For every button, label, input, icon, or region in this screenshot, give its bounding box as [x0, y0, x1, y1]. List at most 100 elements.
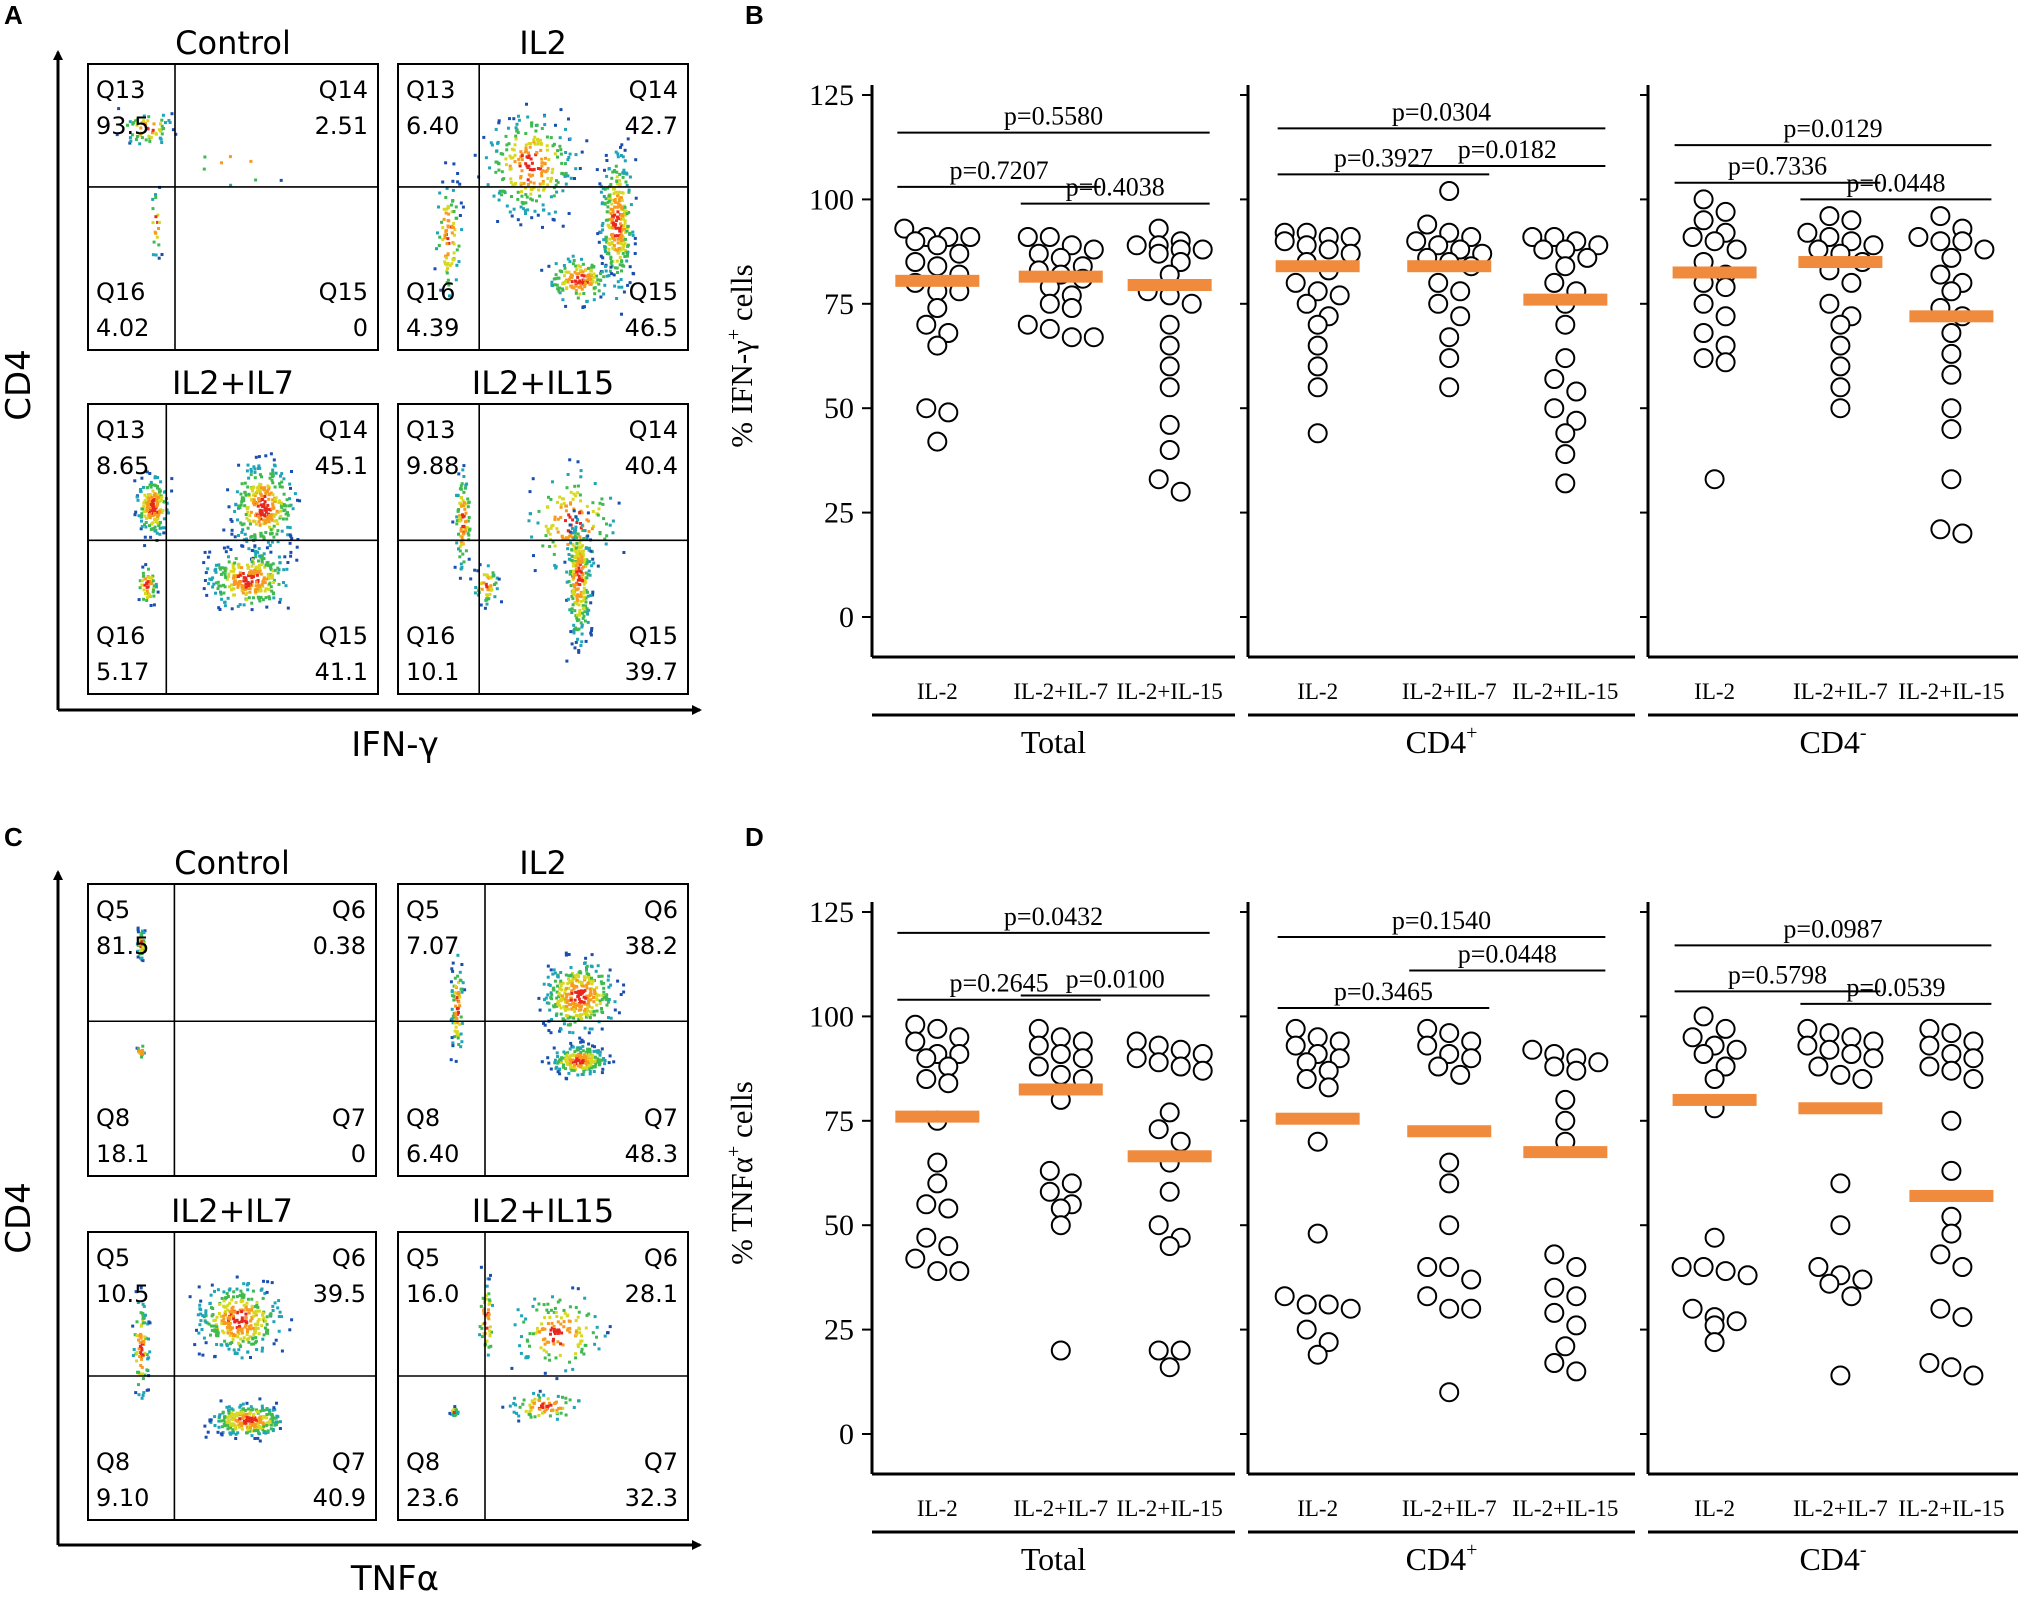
event-dot	[556, 500, 559, 504]
event-dot	[584, 1058, 588, 1061]
event-dot	[578, 1065, 582, 1069]
event-dot	[530, 216, 534, 220]
event-dot	[572, 593, 576, 597]
event-dot	[593, 989, 597, 993]
event-dot	[575, 554, 579, 558]
event-dot	[267, 595, 271, 599]
event-dot	[514, 126, 518, 130]
event-dot	[265, 517, 269, 520]
event-dot	[568, 1305, 572, 1309]
event-dot	[223, 1416, 227, 1420]
event-dot	[214, 563, 218, 567]
data-point	[1941, 1044, 1962, 1064]
data-point	[1555, 1089, 1576, 1110]
event-dot	[569, 176, 573, 180]
event-dot	[557, 289, 561, 293]
data-point	[1050, 1044, 1071, 1064]
event-dot	[600, 1010, 604, 1014]
event-dot	[140, 583, 144, 587]
event-dot	[552, 968, 556, 972]
data-point	[1715, 352, 1736, 373]
event-dot	[150, 496, 154, 499]
event-dot	[272, 506, 276, 510]
event-dot	[569, 973, 573, 977]
event-dot	[252, 1311, 256, 1315]
event-dot	[136, 928, 140, 932]
event-dot	[455, 541, 459, 545]
event-dot	[143, 929, 147, 933]
event-dot	[138, 579, 142, 583]
event-dot	[610, 260, 613, 264]
event-dot	[135, 1320, 139, 1324]
event-dot	[271, 569, 275, 573]
event-dot	[627, 211, 631, 214]
event-dot	[136, 955, 140, 959]
event-dot	[246, 566, 250, 570]
event-dot	[488, 1334, 492, 1338]
data-point	[1307, 377, 1328, 398]
event-dot	[259, 517, 263, 521]
quadrant-label: Q6	[644, 896, 678, 924]
event-dot	[547, 264, 551, 268]
data-point	[1192, 1060, 1213, 1081]
event-dot	[598, 501, 602, 505]
event-dot	[214, 591, 217, 595]
event-dot	[152, 502, 155, 506]
event-dot	[141, 1353, 145, 1357]
event-dot	[226, 1331, 230, 1335]
event-dot	[558, 993, 562, 997]
event-dot	[457, 508, 461, 511]
event-dot	[444, 211, 448, 215]
data-point	[927, 1261, 948, 1282]
event-dot	[512, 117, 516, 121]
event-dot	[574, 985, 578, 988]
event-dot	[493, 583, 496, 586]
event-dot	[462, 560, 466, 564]
event-dot	[572, 259, 576, 262]
event-dot	[578, 541, 582, 545]
event-dot	[573, 484, 577, 488]
event-dot	[273, 1423, 277, 1427]
event-dot	[603, 245, 607, 249]
event-dot	[547, 495, 550, 499]
event-dot	[160, 511, 164, 514]
event-dot	[586, 1053, 590, 1056]
event-dot	[566, 473, 570, 476]
event-dot	[558, 1298, 562, 1302]
event-dot	[264, 1326, 267, 1330]
event-dot	[575, 616, 579, 620]
group-label: CD4+	[1406, 1539, 1478, 1577]
event-dot	[267, 587, 271, 591]
event-dot	[136, 1301, 140, 1304]
event-dot	[552, 142, 556, 146]
event-dot	[245, 1401, 249, 1405]
median-bar	[1798, 256, 1883, 269]
event-dot	[260, 504, 264, 508]
event-dot	[571, 597, 575, 601]
event-dot	[254, 584, 258, 588]
event-dot	[620, 191, 624, 195]
event-dot	[589, 278, 592, 281]
event-dot	[572, 286, 576, 290]
event-dot	[237, 1320, 241, 1324]
data-point	[1671, 1257, 1692, 1277]
event-dot	[614, 164, 618, 168]
event-dot	[569, 1003, 572, 1007]
event-dot	[160, 141, 164, 144]
event-dot	[557, 1060, 561, 1064]
event-dot	[605, 251, 609, 255]
event-dot	[250, 549, 254, 552]
event-dot	[219, 1315, 223, 1318]
event-dot	[588, 1072, 592, 1076]
event-dot	[220, 597, 224, 601]
data-point	[1417, 214, 1438, 235]
event-dot	[282, 581, 285, 584]
data-point	[1439, 327, 1460, 348]
data-point	[1930, 1298, 1951, 1319]
event-dot	[579, 285, 583, 289]
event-dot	[272, 535, 276, 539]
event-dot	[585, 558, 589, 562]
event-dot	[623, 227, 626, 231]
event-dot	[151, 527, 155, 531]
median-bar	[1127, 1150, 1212, 1163]
